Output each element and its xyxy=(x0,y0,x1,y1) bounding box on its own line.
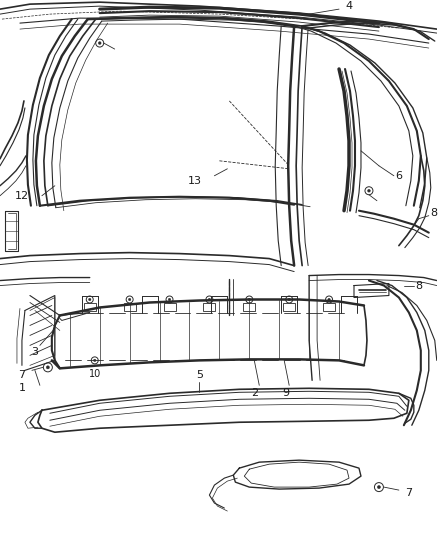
Circle shape xyxy=(93,359,96,361)
Circle shape xyxy=(98,42,101,44)
Circle shape xyxy=(288,298,290,301)
Text: 8: 8 xyxy=(415,280,422,290)
Circle shape xyxy=(46,366,49,369)
Circle shape xyxy=(367,189,371,192)
Bar xyxy=(244,303,255,311)
Bar xyxy=(323,303,335,311)
Text: 12: 12 xyxy=(15,191,29,201)
Text: 10: 10 xyxy=(88,369,101,379)
Text: 6: 6 xyxy=(396,171,403,181)
Text: 4: 4 xyxy=(346,1,353,11)
Text: 7: 7 xyxy=(405,488,413,498)
Bar xyxy=(283,303,295,311)
Text: 3: 3 xyxy=(32,348,39,358)
Circle shape xyxy=(128,298,131,301)
Text: 7: 7 xyxy=(18,370,25,381)
Circle shape xyxy=(248,298,251,301)
Text: 9: 9 xyxy=(283,389,290,398)
Text: 8: 8 xyxy=(430,208,437,217)
Bar xyxy=(163,303,176,311)
Circle shape xyxy=(328,298,330,301)
Circle shape xyxy=(378,486,381,489)
Text: 5: 5 xyxy=(196,370,203,381)
Circle shape xyxy=(168,298,171,301)
Text: 2: 2 xyxy=(251,389,258,398)
Bar xyxy=(84,303,96,311)
Bar xyxy=(124,303,136,311)
Circle shape xyxy=(88,298,91,301)
Bar xyxy=(203,303,215,311)
Text: 13: 13 xyxy=(187,176,201,186)
Circle shape xyxy=(208,298,211,301)
Text: 1: 1 xyxy=(18,383,25,393)
